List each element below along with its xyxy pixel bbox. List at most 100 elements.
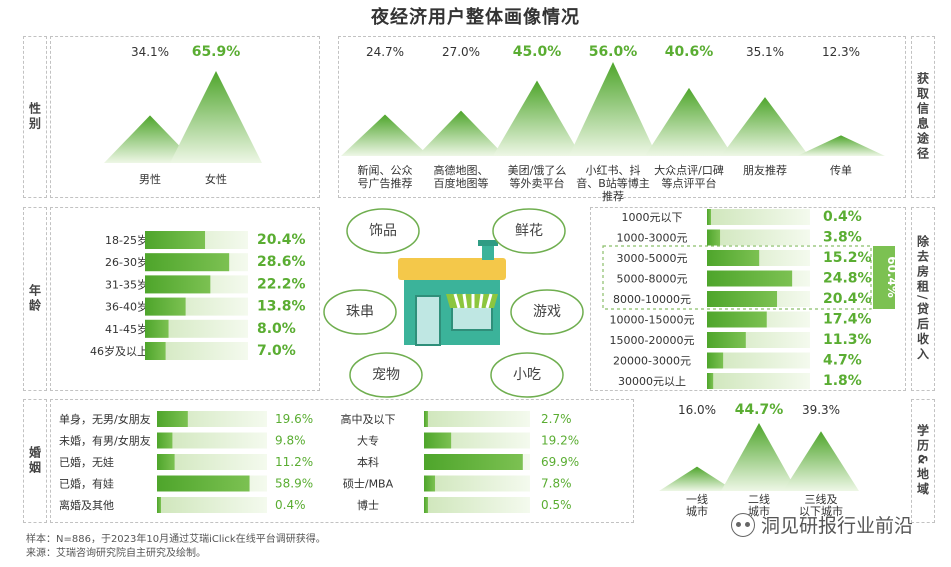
age-category-label: 31-35岁 bbox=[105, 277, 148, 291]
marriage-bar bbox=[157, 454, 175, 470]
marriage-track bbox=[157, 454, 267, 470]
region-category-label: 城市 bbox=[748, 504, 770, 518]
income-category-label: 1000元以下 bbox=[622, 211, 683, 224]
info-value-label: 56.0% bbox=[589, 44, 638, 60]
education-bar bbox=[424, 454, 523, 470]
label-age: 年龄 bbox=[23, 207, 47, 391]
education-category-label: 高中及以下 bbox=[341, 412, 396, 426]
income-value-label: 20.4% bbox=[823, 291, 872, 307]
income-category-label: 5000-8000元 bbox=[617, 273, 688, 286]
income-category-label: 15000-20000元 bbox=[610, 334, 695, 347]
panel-gender bbox=[50, 36, 320, 198]
marriage-category-label: 离婚及其他 bbox=[59, 498, 114, 512]
age-category-label: 36-40岁 bbox=[105, 300, 148, 314]
region-value-label: 16.0% bbox=[678, 403, 716, 417]
watermark: 洞见研报行业前沿 bbox=[730, 511, 913, 538]
age-category-label: 41-45岁 bbox=[105, 322, 148, 336]
info-peak bbox=[721, 97, 809, 156]
education-bar bbox=[424, 432, 452, 449]
income-bracket-box bbox=[602, 245, 872, 310]
info-category-label: 等点评平台 bbox=[662, 176, 717, 190]
income-value-label: 17.4% bbox=[823, 312, 872, 328]
income-value-label: 11.3% bbox=[823, 332, 872, 348]
age-track bbox=[145, 342, 248, 360]
region-value-label: 39.3% bbox=[802, 403, 840, 417]
gender-peak bbox=[170, 71, 262, 163]
marriage-value-label: 19.6% bbox=[275, 412, 313, 426]
bubble-ornaments-label: 饰品 bbox=[369, 223, 397, 239]
label-income: 除去房租/贷后收入 bbox=[911, 207, 935, 391]
marriage-track bbox=[157, 497, 267, 513]
marriage-value-label: 9.8% bbox=[275, 434, 306, 448]
info-peak bbox=[797, 135, 885, 156]
footer-sample: 样本：N=886，于2023年10月通过艾瑞iClick在线平台调研获得。 bbox=[26, 534, 326, 545]
footer-source: 来源：艾瑞咨询研究院自主研究及绘制。 bbox=[26, 548, 206, 559]
marriage-category-label: 已婚，无娃 bbox=[59, 455, 114, 469]
income-track bbox=[707, 352, 810, 369]
income-bar bbox=[707, 352, 724, 369]
info-peak bbox=[645, 87, 733, 156]
income-value-label: 15.2% bbox=[823, 250, 872, 266]
education-category-label: 博士 bbox=[357, 499, 379, 512]
age-bar bbox=[145, 275, 211, 294]
income-bracket-tag bbox=[873, 246, 895, 309]
marriage-value-label: 58.9% bbox=[275, 477, 313, 491]
income-track bbox=[707, 229, 810, 246]
info-peak bbox=[569, 62, 657, 156]
income-track bbox=[707, 373, 810, 389]
bubble-ornaments-label: 游戏 bbox=[533, 304, 561, 320]
income-value-label: 0.4% bbox=[823, 209, 862, 225]
label-info-text: 获取信息途径 bbox=[915, 72, 930, 162]
label-marriage: 婚姻 bbox=[23, 399, 47, 523]
page-title: 夜经济用户整体画像情况 bbox=[371, 7, 580, 28]
gender-category-label: 男性 bbox=[139, 172, 161, 186]
age-value-label: 22.2% bbox=[257, 276, 306, 292]
income-bar bbox=[707, 209, 711, 225]
income-bar bbox=[707, 270, 793, 287]
bubble-ornaments-label: 珠串 bbox=[346, 304, 374, 320]
age-value-label: 8.0% bbox=[257, 321, 296, 337]
age-value-label: 7.0% bbox=[257, 343, 296, 359]
income-bar bbox=[707, 311, 767, 328]
panel-marriage-education bbox=[50, 399, 634, 523]
education-bar bbox=[424, 475, 436, 492]
region-peak bbox=[659, 466, 735, 491]
marriage-category-label: 未婚，有男/女朋友 bbox=[59, 434, 151, 448]
panel-income bbox=[590, 207, 906, 391]
bubble-ornaments-label: 鲜花 bbox=[515, 223, 543, 239]
age-track bbox=[145, 319, 248, 338]
info-category-label: 等外卖平台 bbox=[510, 176, 565, 190]
education-track bbox=[424, 497, 530, 513]
region-value-label: 44.7% bbox=[735, 402, 784, 418]
education-value-label: 69.9% bbox=[541, 455, 579, 469]
income-bracket: 60.4% bbox=[602, 245, 899, 310]
footer: 样本：N=886，于2023年10月通过艾瑞iClick在线平台调研获得。 来源… bbox=[26, 533, 326, 561]
marriage-category-label: 已婚，有娃 bbox=[59, 477, 114, 491]
education-category-label: 大专 bbox=[357, 434, 379, 448]
education-category-label: 硕士/MBA bbox=[343, 478, 394, 491]
region-category-label: 城市 bbox=[686, 504, 708, 518]
info-value-label: 35.1% bbox=[746, 45, 784, 59]
marriage-bar bbox=[157, 497, 161, 513]
income-category-label: 8000-10000元 bbox=[613, 293, 691, 306]
info-category-label: 美团/饿了么 bbox=[508, 163, 567, 177]
age-bar bbox=[145, 297, 186, 316]
marriage-category-label: 单身，无男/女朋友 bbox=[59, 412, 151, 426]
marriage-bar bbox=[157, 475, 250, 492]
age-value-label: 13.8% bbox=[257, 299, 306, 315]
bubble-ornaments-label: 小吃 bbox=[513, 367, 541, 383]
income-value-label: 1.8% bbox=[823, 373, 862, 389]
income-category-label: 3000-5000元 bbox=[617, 252, 688, 265]
age-category-label: 26-30岁 bbox=[105, 255, 148, 269]
income-category-label: 10000-15000元 bbox=[610, 314, 695, 327]
education-track bbox=[424, 475, 530, 492]
watermark-text: 洞见研报行业前沿 bbox=[760, 515, 913, 537]
info-category-label: 号广告推荐 bbox=[358, 176, 413, 190]
age-value-label: 20.4% bbox=[257, 232, 306, 248]
label-edu-region: 学历&地域 bbox=[911, 399, 935, 523]
income-category-label: 1000-3000元 bbox=[617, 232, 688, 245]
info-peak bbox=[493, 80, 581, 156]
marriage-value-label: 0.4% bbox=[275, 498, 306, 512]
label-marriage-text: 婚姻 bbox=[27, 446, 42, 476]
